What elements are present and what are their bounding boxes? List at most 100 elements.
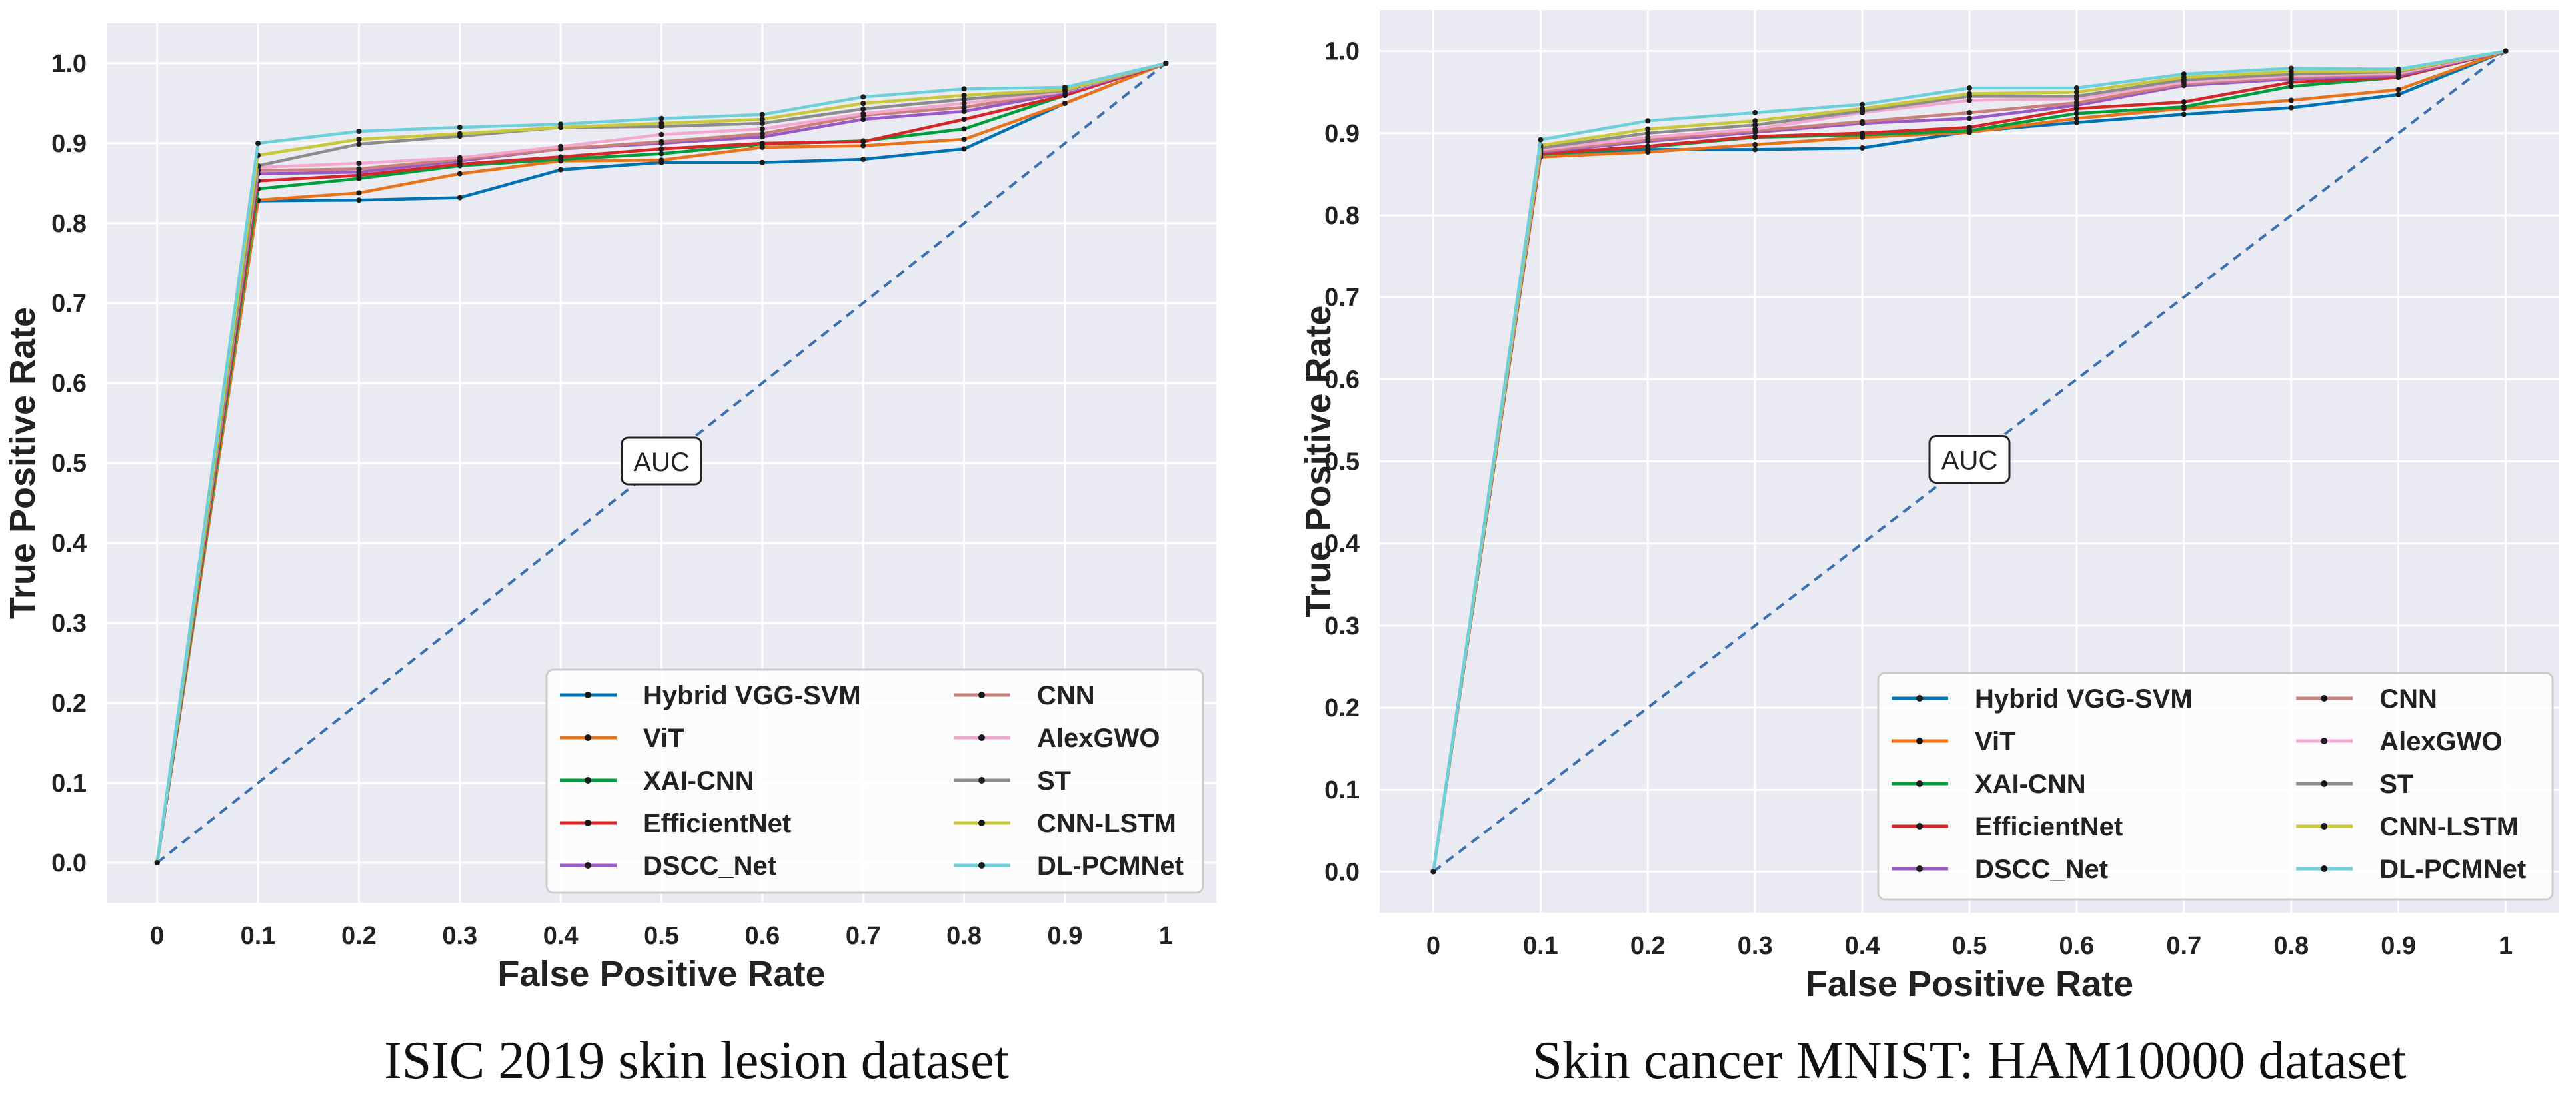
x-tick-label: 0.8 <box>2273 932 2309 960</box>
data-point <box>1752 109 1758 115</box>
data-point <box>2288 105 2294 111</box>
y-axis-label: True Positive Rate <box>3 307 43 619</box>
x-tick-label: 0.1 <box>1523 932 1558 960</box>
data-point <box>558 154 564 160</box>
data-point <box>961 117 967 122</box>
legend-label: ST <box>2379 770 2413 799</box>
data-point <box>1538 137 1544 143</box>
legend-label: EfficientNet <box>1975 812 2123 841</box>
data-point <box>961 86 967 92</box>
legend-label: DL-PCMNet <box>2379 855 2526 884</box>
x-tick-label: 0 <box>1426 932 1440 960</box>
y-tick-label: 0.9 <box>1324 120 1360 148</box>
x-tick-label: 0.7 <box>846 922 881 950</box>
auc-annotation-text: AUC <box>1941 446 1997 476</box>
data-point <box>2288 65 2294 71</box>
x-tick-label: 0.7 <box>2166 932 2201 960</box>
data-point <box>1860 130 1866 136</box>
y-tick-label: 0.8 <box>1324 202 1360 230</box>
data-point <box>860 143 866 149</box>
data-point <box>658 139 664 145</box>
legend-marker <box>1916 780 1923 787</box>
y-tick-label: 0.4 <box>51 530 87 558</box>
data-point <box>1967 97 1972 103</box>
x-tick-label: 0.6 <box>744 922 780 950</box>
y-tick-label: 0.7 <box>51 290 87 318</box>
data-point <box>961 109 967 114</box>
data-point <box>2395 87 2401 93</box>
legend-label: DSCC_Net <box>1975 855 2108 884</box>
data-point <box>356 129 362 134</box>
data-point <box>2181 71 2187 77</box>
legend-box <box>545 668 1204 894</box>
legend-label: Hybrid VGG-SVM <box>1975 684 2193 714</box>
x-tick-label: 0.4 <box>543 922 579 950</box>
data-point <box>658 157 664 163</box>
data-point <box>356 190 362 196</box>
data-point <box>658 151 664 157</box>
data-point <box>860 157 866 162</box>
caption: Skin cancer MNIST: HAM10000 dataset <box>1532 1031 2406 1090</box>
data-point <box>759 159 765 165</box>
data-point <box>2181 104 2187 110</box>
data-point <box>2073 119 2079 125</box>
data-point <box>658 121 664 126</box>
data-point <box>860 94 866 100</box>
legend-marker <box>585 820 591 826</box>
legend-label: DSCC_Net <box>643 851 776 881</box>
data-point <box>2073 111 2079 117</box>
data-point <box>1752 147 1758 153</box>
data-point <box>1645 118 1651 124</box>
data-point <box>2073 100 2079 106</box>
data-point <box>961 137 967 142</box>
data-point <box>558 121 564 127</box>
data-point <box>1645 134 1651 140</box>
x-tick-label: 0.2 <box>1630 932 1666 960</box>
legend-marker <box>2321 780 2328 787</box>
data-point <box>2288 97 2294 103</box>
caption: ISIC 2019 skin lesion dataset <box>384 1031 1009 1090</box>
legend-marker <box>1916 695 1923 702</box>
legend-label: CNN <box>2379 684 2437 714</box>
chart-2: 0 0.1 0.2 0.3 0.4 0.5 0.6 0.7 0.8 0.9 1 0.0 0.1 0.2 0.… <box>1298 10 2559 1090</box>
legend-label: ViT <box>1975 727 2016 756</box>
legend-label: AlexGWO <box>2379 727 2502 756</box>
data-point <box>1430 869 1436 875</box>
legend-box <box>1877 672 2554 901</box>
legend-marker <box>978 692 985 698</box>
data-point <box>860 139 866 145</box>
data-point <box>1645 126 1651 132</box>
legend-label: ST <box>1037 766 1071 796</box>
data-point <box>1062 85 1068 90</box>
data-point <box>1967 109 1972 115</box>
y-tick-label: 0.1 <box>1324 776 1360 804</box>
legend-marker <box>585 692 591 698</box>
data-point <box>1860 119 1866 125</box>
data-point <box>860 106 866 112</box>
x-tick-label: 0 <box>150 922 164 950</box>
legend-marker <box>978 862 985 869</box>
data-point <box>2395 66 2401 72</box>
data-point <box>2288 83 2294 89</box>
data-point <box>658 131 664 137</box>
auc-annotation-box <box>1928 435 2011 484</box>
y-tick-label: 0.2 <box>1324 694 1360 722</box>
data-point <box>961 97 967 102</box>
x-tick-label: 0.8 <box>946 922 982 950</box>
data-point <box>457 131 463 137</box>
data-point <box>961 93 967 98</box>
x-tick-label: 0.3 <box>1738 932 1773 960</box>
data-point <box>2073 93 2079 99</box>
data-point <box>961 126 967 132</box>
data-point <box>658 146 664 152</box>
data-point <box>860 111 866 117</box>
data-point <box>1967 125 1972 131</box>
data-point <box>457 125 463 130</box>
data-point <box>1752 122 1758 128</box>
y-tick-label: 0.7 <box>1324 284 1360 312</box>
legend-label: CNN-LSTM <box>1037 809 1176 838</box>
data-point <box>860 117 866 122</box>
data-point <box>1752 133 1758 139</box>
y-tick-label: 0.8 <box>51 210 87 238</box>
legend-label: EfficientNet <box>643 809 791 838</box>
